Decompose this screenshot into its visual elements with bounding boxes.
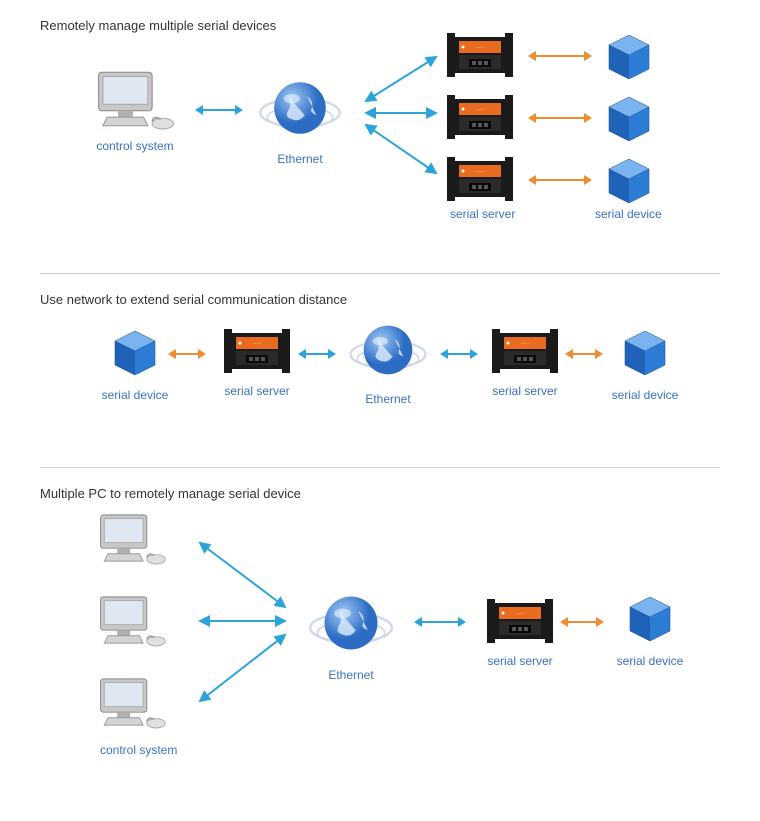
label-dev-right: serial device [605,388,685,402]
server-icon [222,327,292,375]
diagram-1: control system Ethernet serial server [40,43,720,253]
pc-icon [95,511,169,565]
cube-icon [605,155,653,207]
server-icon [445,155,515,203]
node-dev-left: serial device [95,327,175,402]
label-srv-3: serial server [475,654,565,668]
cube-icon [605,31,653,83]
node-srv-right: serial server [480,327,570,398]
section-extend-distance: Use network to extend serial communicati… [0,274,760,467]
node-server-3 [445,155,515,208]
node-dev-3: serial device [610,593,690,668]
label-srv-left: serial server [212,384,302,398]
label-control-system-3: control system [100,743,177,757]
arrow-s2-4 [565,349,603,359]
node-device-3 [605,155,653,212]
cube-icon [621,327,669,379]
section2-title: Use network to extend serial communicati… [40,292,720,307]
server-icon [490,327,560,375]
arrow-srv-dev-2 [528,113,592,123]
section3-title: Multiple PC to remotely manage serial de… [40,486,720,501]
node-pc-1 [95,511,169,570]
diagram-2: serial device serial server Ethernet ser… [40,317,720,447]
arrow-srv-dev-1 [528,51,592,61]
node-srv-3: serial server [475,597,565,668]
label-serial-server: serial server [450,207,515,221]
section-remote-manage: Remotely manage multiple serial devices … [0,0,760,273]
globe-icon [341,317,435,383]
arrow-s3-srv-dev [560,617,604,627]
node-device-2 [605,93,653,150]
node-ethernet: Ethernet [250,73,350,166]
fanin-arrows [190,511,300,731]
section-multi-pc: Multiple PC to remotely manage serial de… [0,468,760,821]
cube-icon [626,593,674,645]
arrow-s2-2 [298,349,336,359]
server-icon [485,597,555,645]
label-dev-3: serial device [610,654,690,668]
label-dev-left: serial device [95,388,175,402]
arrow-pc-globe [195,105,243,115]
server-icon [445,31,515,79]
node-pc-3 [95,675,169,734]
node-server-2 [445,93,515,146]
label-serial-device: serial device [595,207,662,221]
label-srv-right: serial server [480,384,570,398]
diagram-3: control system Ethernet serial server se… [40,511,720,801]
globe-icon [250,73,350,143]
pc-icon [95,675,169,729]
label-control-system: control system [85,139,185,153]
node-device-1 [605,31,653,88]
arrow-s3-globe-srv [414,617,466,627]
node-pc-2 [95,593,169,652]
server-icon [445,93,515,141]
cube-icon [605,93,653,145]
fanout-arrows [358,43,448,203]
arrow-srv-dev-3 [528,175,592,185]
node-eth-3: Ethernet [296,587,406,682]
pc-icon [92,68,178,130]
node-control-system: control system [85,68,185,153]
node-dev-right: serial device [605,327,685,402]
node-srv-left: serial server [212,327,302,398]
cube-icon [111,327,159,379]
node-eth-mid: Ethernet [338,317,438,406]
node-server-1 [445,31,515,84]
arrow-s2-1 [168,349,206,359]
label-ethernet: Ethernet [250,152,350,166]
arrow-s2-3 [440,349,478,359]
label-eth-3: Ethernet [296,668,406,682]
globe-icon [299,587,403,659]
label-eth-mid: Ethernet [338,392,438,406]
pc-icon [95,593,169,647]
